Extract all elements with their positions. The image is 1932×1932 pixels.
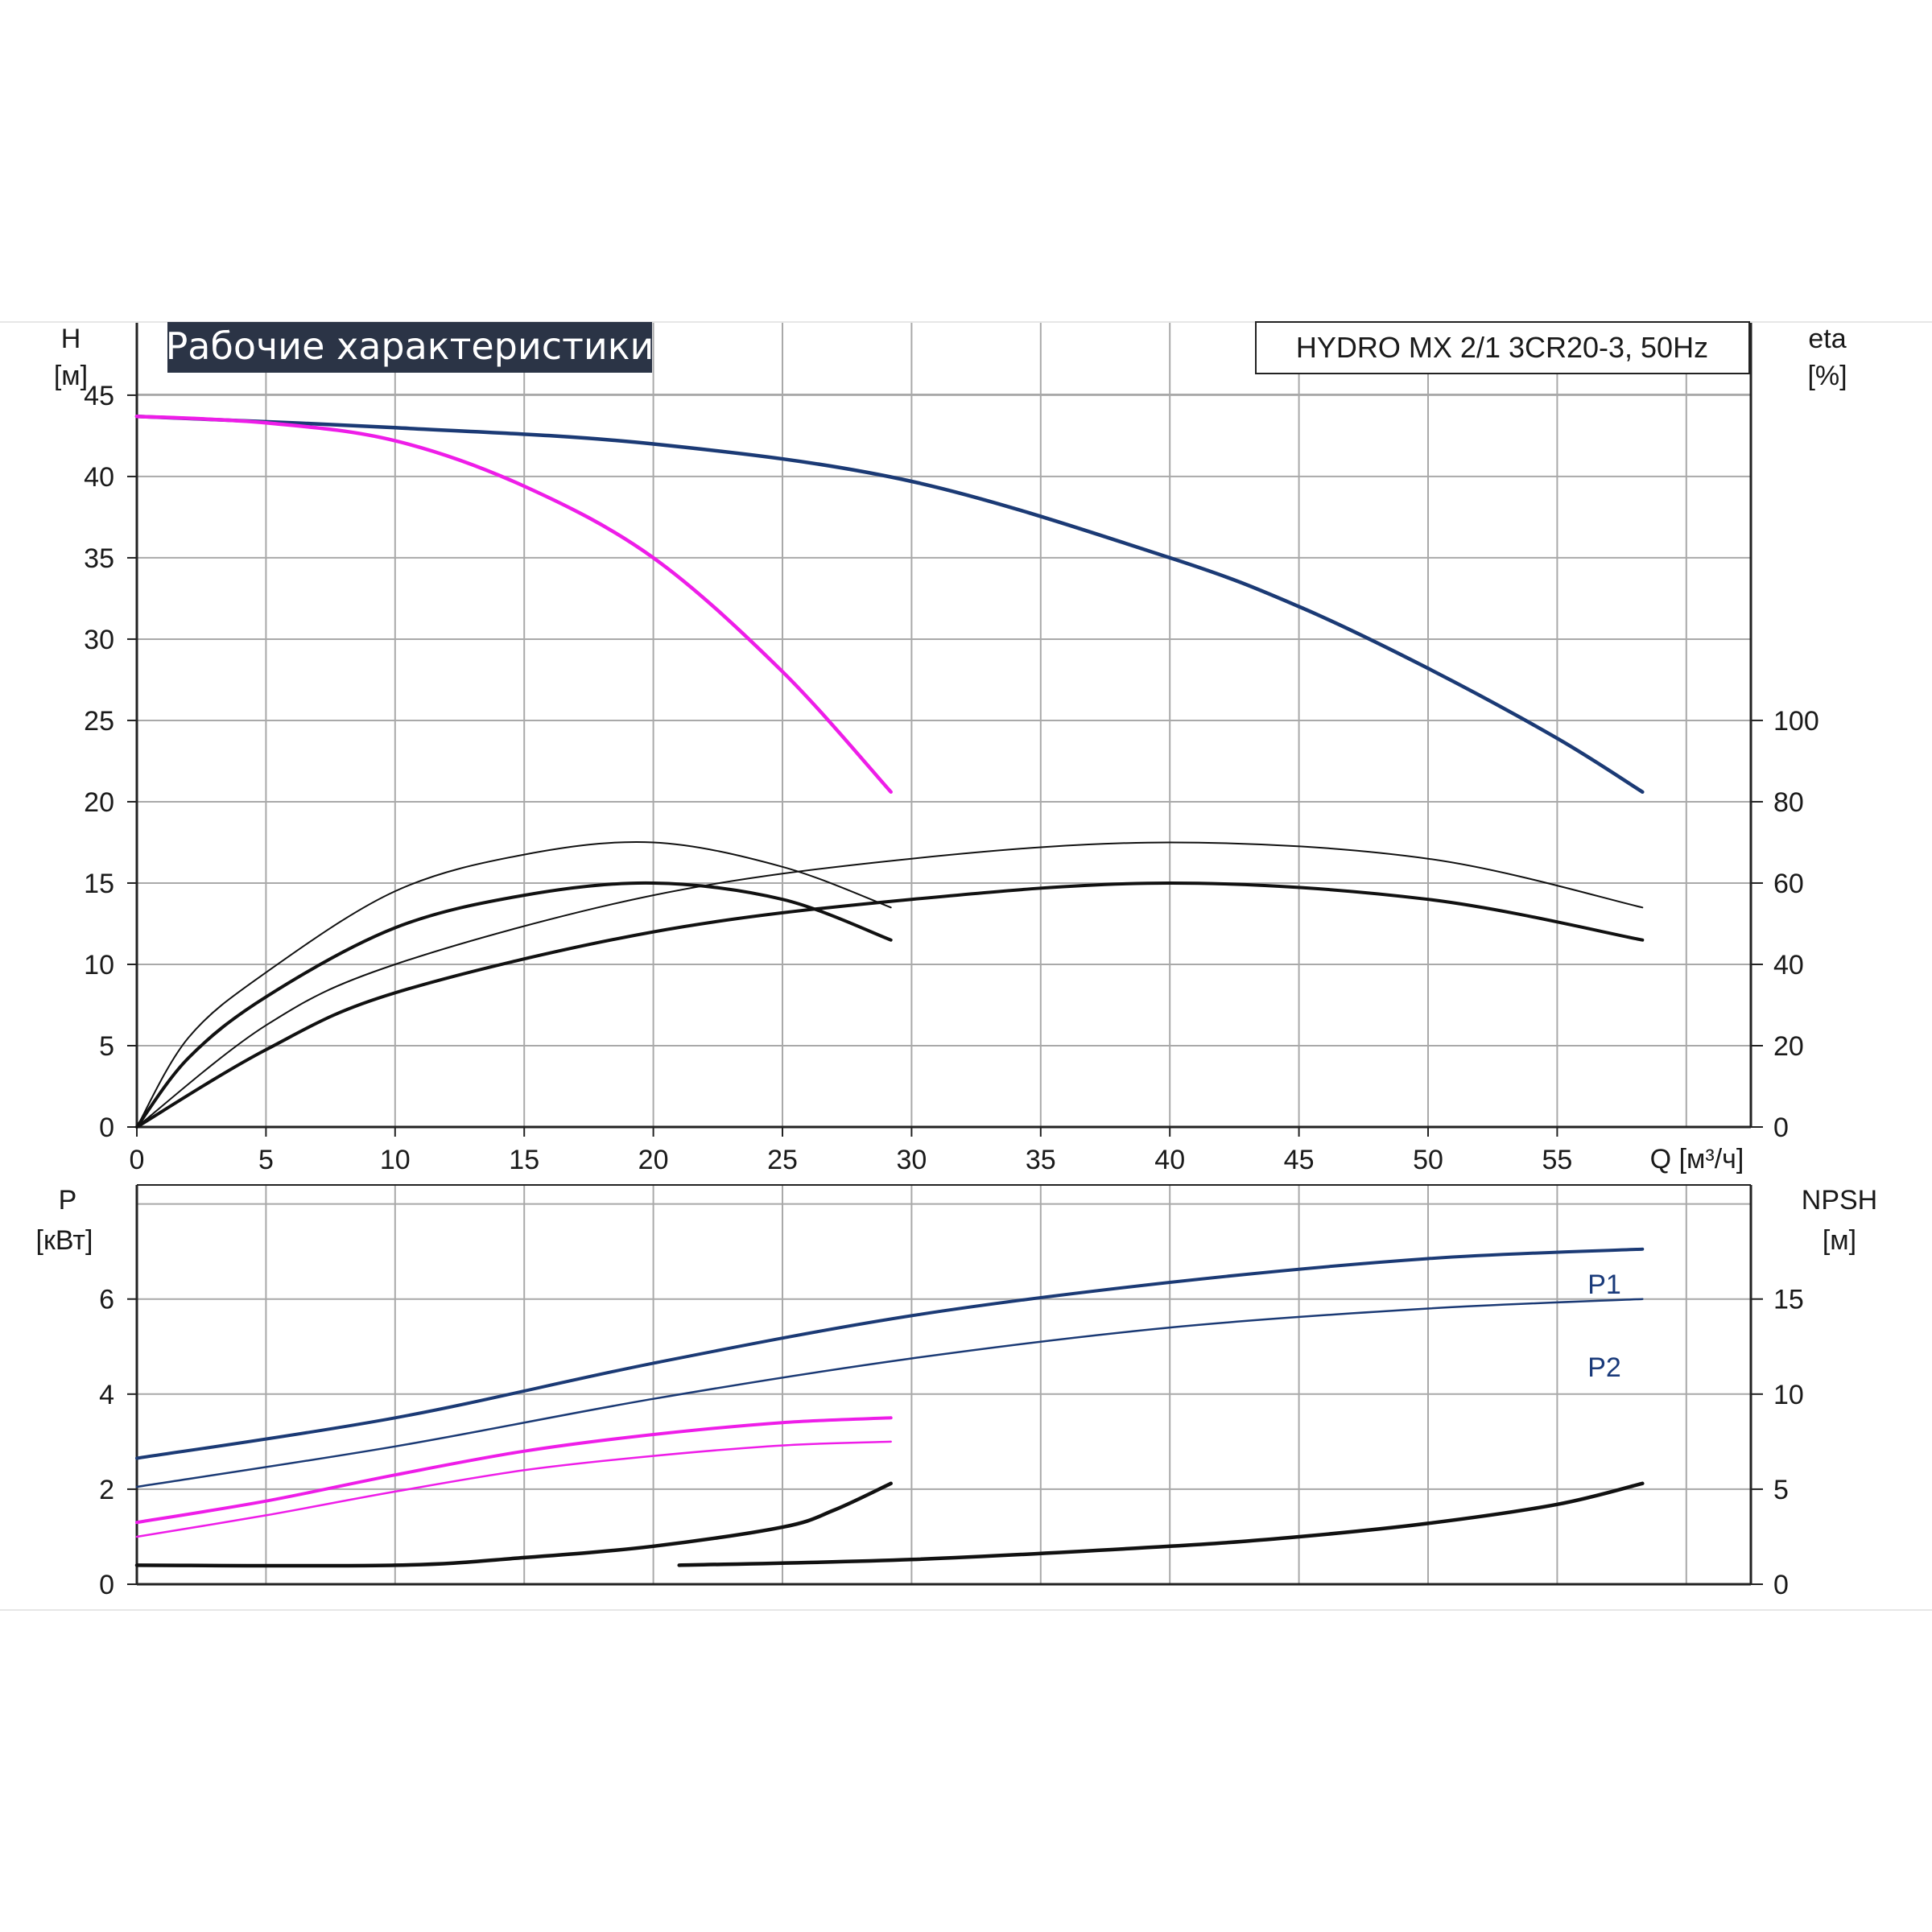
tick-label: 20 — [84, 787, 114, 818]
p2-curve — [135, 1298, 1644, 1488]
npsh-axis-label: NPSH — [1802, 1185, 1877, 1216]
tick-label: 40 — [1154, 1145, 1185, 1175]
tick-label: 4 — [99, 1380, 114, 1410]
tick-label: 0 — [99, 1113, 114, 1143]
npsh-axis-unit: [м] — [1823, 1225, 1856, 1256]
model-label: HYDRO MX 2/1 3CR20-3, 50Hz — [1296, 331, 1708, 364]
tick-label: 10 — [1773, 1380, 1804, 1410]
tick-label: 30 — [84, 625, 114, 655]
p1-curve — [135, 1247, 1645, 1460]
tick-label: 10 — [380, 1145, 411, 1175]
eta-axis-unit: [%] — [1807, 361, 1847, 391]
tick-label: 100 — [1773, 706, 1819, 737]
tick-label: 0 — [99, 1570, 114, 1600]
tick-label: 35 — [1026, 1145, 1056, 1175]
series-curve-4 — [136, 841, 1644, 1128]
series-curve-0 — [134, 414, 1645, 795]
p1-series-label: P1 — [1587, 1269, 1621, 1300]
tick-label: 20 — [638, 1145, 669, 1175]
tick-label: 0 — [1773, 1570, 1789, 1600]
p2-series-label: P2 — [1587, 1352, 1621, 1383]
tick-label: 2 — [99, 1475, 114, 1505]
eta-tick-labels: 0 20 40 60 80 100 — [1751, 706, 1819, 1143]
performance-curves — [134, 414, 1645, 1129]
x-tick-labels: 0 5 10 15 20 25 30 35 40 45 50 55 — [130, 1127, 1572, 1175]
tick-label: 15 — [1773, 1285, 1804, 1315]
tick-label: 5 — [258, 1145, 274, 1175]
series-curve-2 — [136, 840, 892, 1128]
title-banner — [167, 322, 652, 373]
tick-label: 80 — [1773, 787, 1804, 818]
chart-title: Рабочие характеристики — [166, 324, 654, 368]
tick-label: 15 — [509, 1145, 539, 1175]
tick-label: 45 — [1284, 1145, 1315, 1175]
eta-axis-label: eta — [1808, 324, 1846, 354]
top-panel-grid — [137, 322, 1751, 1127]
series-curve-5 — [677, 1481, 1645, 1567]
tick-label: 45 — [84, 381, 114, 411]
tick-label: 50 — [1413, 1145, 1443, 1175]
tick-label: 25 — [767, 1145, 798, 1175]
h-axis-unit: [м] — [54, 361, 88, 391]
bottom-panel-grid — [137, 1185, 1751, 1584]
tick-label: 10 — [84, 950, 114, 980]
p-axis-label: P — [59, 1185, 77, 1216]
tick-label: 25 — [84, 706, 114, 737]
p-axis-unit: [кВт] — [36, 1225, 93, 1256]
tick-label: 5 — [1773, 1475, 1789, 1505]
model-box — [1255, 321, 1750, 374]
tick-label: 6 — [99, 1285, 114, 1315]
tick-label: 40 — [1773, 950, 1804, 980]
tick-label: 60 — [1773, 869, 1804, 899]
power-curves — [134, 1247, 1645, 1568]
tick-label: 5 — [99, 1031, 114, 1062]
tick-label: 0 — [130, 1145, 145, 1175]
tick-label: 40 — [84, 462, 114, 493]
series-curve-4 — [134, 1481, 893, 1568]
p-tick-labels: 0 2 4 6 — [99, 1285, 137, 1600]
tick-label: 15 — [84, 869, 114, 899]
q-axis-label: Q [м³/ч] — [1650, 1144, 1744, 1174]
tick-label: 55 — [1542, 1145, 1572, 1175]
series-curve-3 — [135, 881, 893, 1129]
tick-label: 30 — [896, 1145, 927, 1175]
h-tick-labels: 0 5 10 15 20 25 30 35 40 45 — [84, 381, 137, 1143]
tick-label: 35 — [84, 543, 114, 574]
tick-label: 20 — [1773, 1031, 1804, 1062]
tick-label: 0 — [1773, 1113, 1789, 1143]
npsh-tick-labels: 0 5 10 15 — [1751, 1285, 1804, 1600]
series-curve-3 — [135, 1440, 892, 1538]
h-axis-label: H — [61, 324, 81, 354]
series-curve-5 — [135, 881, 1645, 1129]
series-curve-2 — [135, 1416, 893, 1525]
series-curve-1 — [134, 414, 893, 795]
